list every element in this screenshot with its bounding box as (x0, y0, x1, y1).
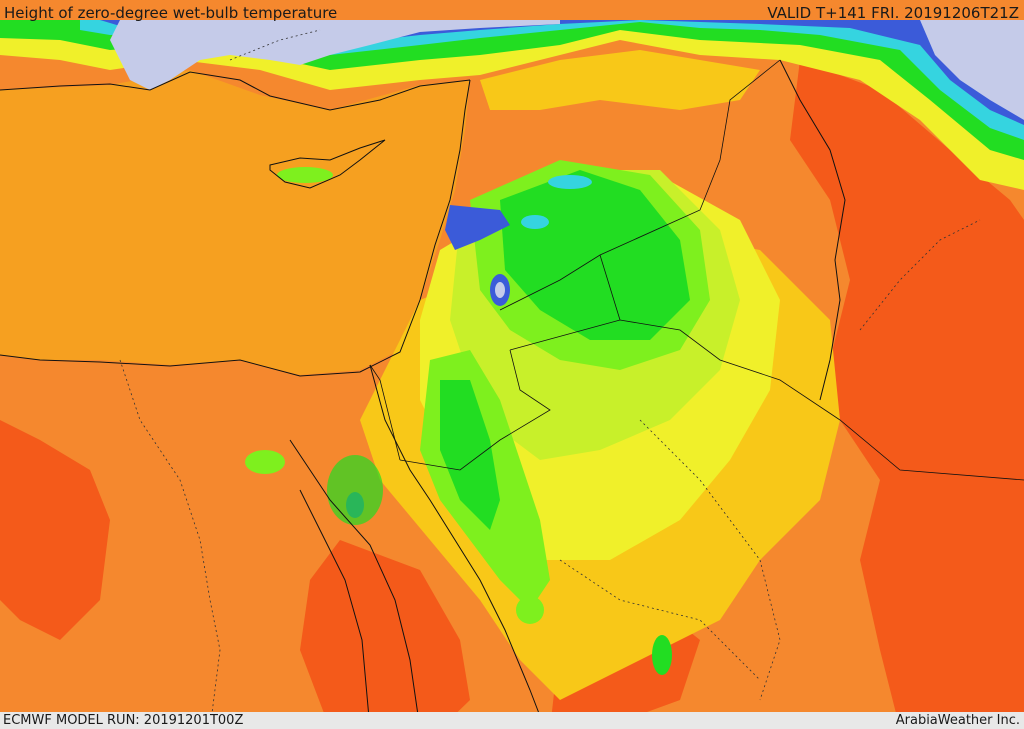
coastlines (0, 59, 846, 729)
map-title: Height of zero-degree wet-bulb temperatu… (4, 4, 338, 22)
cold-spot-3 (548, 175, 592, 189)
turkey-yellow-lobe (480, 50, 760, 110)
east-red-zone (790, 60, 1024, 729)
egypt-red-zone (0, 420, 110, 640)
lebanon-blue (445, 205, 510, 250)
black-sea-cold (110, 20, 560, 90)
credit-label: ArabiaWeather Inc. (895, 713, 1020, 728)
levant-green-core (440, 380, 500, 530)
sinai-green (327, 455, 383, 525)
valid-time-label: VALID T+141 FRI. 20191206T21Z (767, 4, 1019, 22)
caspian-cold (920, 20, 1024, 120)
cold-spot-1-inner (495, 282, 505, 298)
cold-spot-4 (521, 215, 549, 229)
model-run-label: ECMWF MODEL RUN: 20191201T00Z (3, 713, 244, 728)
borders (369, 59, 1024, 481)
saudi-green-spot (652, 635, 672, 675)
north-yellow-band (0, 20, 1024, 190)
dotted-borders (119, 29, 981, 729)
mediterranean-sea (0, 70, 470, 375)
cyprus-green (277, 167, 333, 183)
footer-bar (0, 712, 1024, 729)
egypt-green-spot (245, 450, 285, 474)
green-zone (500, 170, 690, 340)
saudi-green-spot-2 (516, 596, 544, 624)
south-red-zone (300, 540, 470, 729)
